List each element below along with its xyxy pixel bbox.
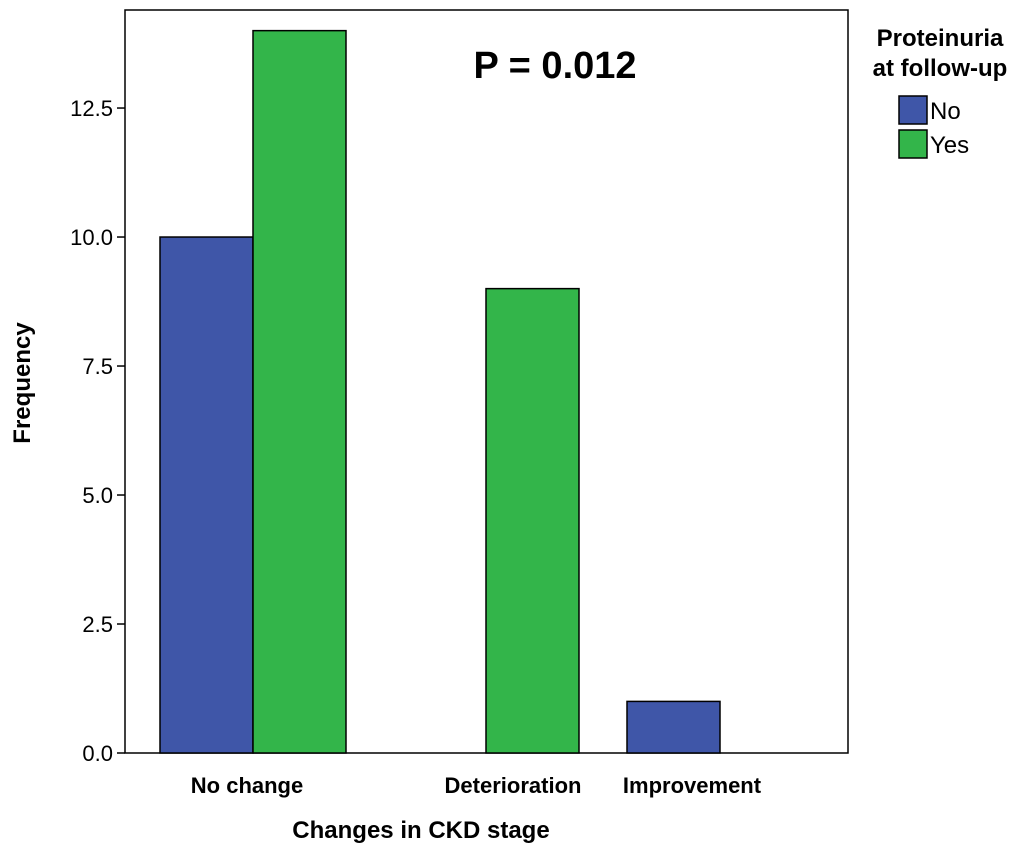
y-tick-label: 7.5: [82, 354, 113, 379]
legend: Proteinuria at follow-up No Yes: [873, 25, 1008, 159]
y-tick-label: 12.5: [70, 96, 113, 121]
x-axis-title: Changes in CKD stage: [292, 817, 549, 844]
x-tick-label: Deterioration: [445, 773, 582, 798]
legend-label-yes: Yes: [930, 132, 969, 159]
legend-title-line-2: at follow-up: [873, 55, 1008, 82]
p-value-annotation: P = 0.012: [473, 45, 636, 87]
y-tick-label: 10.0: [70, 225, 113, 250]
y-axis-title: Frequency: [9, 322, 36, 444]
bar-yes-no-change: [252, 29, 347, 754]
legend-swatch-yes: [898, 129, 928, 159]
x-tick-label: Improvement: [623, 773, 762, 798]
bar-no-no-change: [159, 236, 254, 754]
y-tick-label: 5.0: [82, 483, 113, 508]
legend-title-line-1: Proteinuria: [877, 25, 1004, 52]
bar-no-improvement: [626, 700, 721, 754]
legend-swatch-no: [898, 95, 928, 125]
bar-yes-deterioration: [485, 287, 580, 754]
legend-label-no: No: [930, 98, 961, 125]
y-tick-label: 2.5: [82, 612, 113, 637]
y-tick-label: 0.0: [82, 741, 113, 766]
x-tick-label: No change: [191, 773, 303, 798]
